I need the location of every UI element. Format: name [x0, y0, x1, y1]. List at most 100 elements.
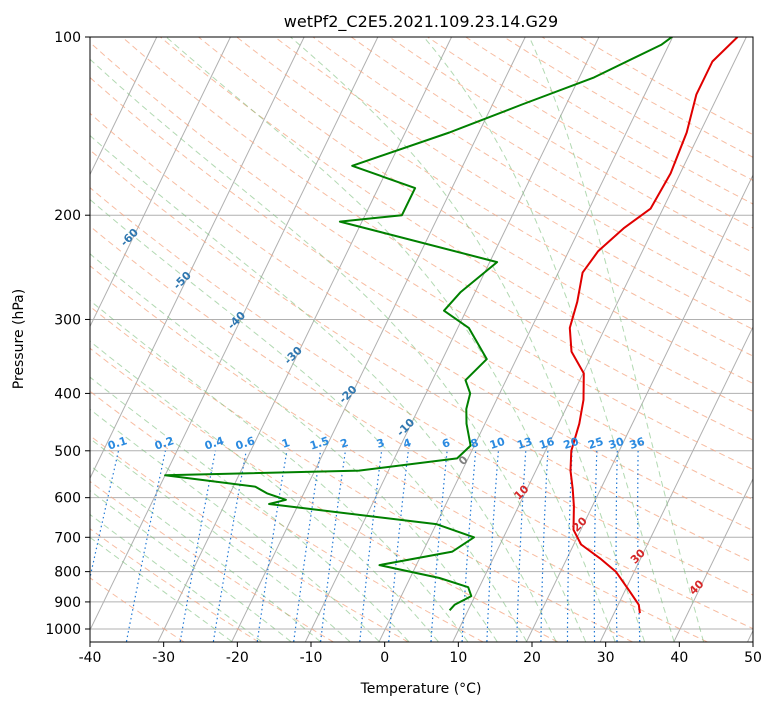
dry-adiabat: [464, 37, 753, 205]
y-tick-label: 300: [54, 312, 81, 328]
y-ticks: 1000 900 800 700 600 500 400 300 200 100: [45, 30, 90, 638]
dry-adiabat: [90, 225, 753, 630]
mixing-ratio-line: [212, 450, 247, 642]
mixing-ratio-label: 1: [280, 436, 291, 451]
moist-adiabat: [423, 37, 675, 642]
mixing-ratio-label: 30: [607, 435, 626, 452]
y-tick-label: 100: [54, 30, 81, 46]
mixing-ratio-line: [359, 450, 383, 642]
dry-adiabat: [90, 187, 753, 596]
isotherm-line: [90, 37, 379, 632]
dry-adiabat: [90, 41, 753, 471]
mixing-ratio-label: 0.4: [203, 434, 226, 452]
chart-title: wetPf2_C2E5.2021.109.23.14.G29: [284, 12, 558, 32]
x-tick-label: 30: [597, 650, 615, 666]
mixing-ratio-line: [540, 450, 549, 642]
mixing-ratio-label: 16: [538, 435, 557, 452]
mixing-ratio-label: 20: [562, 435, 581, 452]
mixing-ratio-label: 1.5: [308, 434, 331, 452]
mixing-ratio-line: [593, 450, 598, 642]
mixing-ratio-label: 10: [488, 435, 507, 452]
mixing-ratio-label: 0.6: [234, 434, 257, 452]
moist-adiabat: [90, 513, 262, 642]
dry-adiabat: [350, 37, 753, 279]
isotherm-line: [526, 174, 753, 642]
dry-adiabat: [90, 149, 753, 563]
mixing-ratio-label: 36: [628, 435, 647, 452]
y-axis-label: Pressure (hPa): [11, 289, 27, 389]
mixing-ratio-label: 25: [586, 435, 605, 452]
dry-adiabat: [503, 37, 753, 181]
temperature-profile-line: [568, 37, 739, 614]
mixing-ratio-label: 6: [440, 436, 452, 451]
mixing-ratio-line: [320, 450, 346, 642]
mixing-ratio-line: [486, 450, 499, 642]
isotherm-line: [231, 37, 526, 642]
isotherm-line: [90, 37, 158, 176]
isotherm-line: [90, 37, 305, 480]
y-tick-label: 500: [54, 444, 81, 460]
moist-adiabat: [90, 340, 439, 642]
y-tick-label: 700: [54, 530, 81, 546]
x-axis-label: Temperature (°C): [360, 681, 482, 697]
isotherm-line: [305, 37, 600, 642]
dry-adiabat: [90, 76, 753, 501]
moist-adiabat: [90, 464, 321, 642]
mixing-ratio-line: [516, 450, 527, 642]
mixing-ratio-label: 2: [339, 436, 350, 451]
x-ticks: -40 -30 -20 -10 0 10 20 30 40 50: [79, 642, 762, 666]
mixing-ratio-line: [615, 450, 618, 642]
isotherm-line: [378, 37, 674, 642]
dry-adiabat: [90, 265, 708, 642]
x-tick-label: 20: [523, 650, 541, 666]
dry-adiabat: [312, 37, 753, 304]
moist-adiabat: [90, 58, 587, 642]
isotherm-line: [673, 477, 753, 642]
dry-adiabat: [426, 37, 753, 229]
mixing-ratio-line: [256, 450, 288, 642]
dry-adiabat: [90, 528, 259, 642]
moist-adiabat: [90, 253, 498, 642]
moist-adiabat: [90, 437, 351, 642]
mixing-ratio-line: [461, 450, 477, 642]
mixing-ratio-line: [125, 450, 166, 642]
mixing-ratio-label: 3: [375, 436, 386, 451]
mixing-ratio-label: 8: [469, 436, 480, 451]
y-tick-label: 200: [54, 208, 81, 224]
moist-adiabat: [90, 536, 233, 642]
y-tick-label: 400: [54, 386, 81, 402]
dry-adiabat: [121, 37, 753, 441]
series-layer: [164, 37, 739, 614]
x-tick-label: -10: [300, 650, 323, 666]
dry-adiabat: [90, 435, 409, 642]
moist-adiabat: [90, 376, 410, 642]
mixing-ratio-line: [388, 450, 409, 642]
mixing-ratio-line: [430, 450, 448, 642]
mixing-ratio-line: [179, 450, 216, 642]
isotherm-line: [599, 325, 753, 642]
mixing-ratio-label: 4: [402, 436, 414, 451]
y-tick-label: 800: [54, 565, 81, 581]
moist-adiabat: [165, 37, 616, 642]
x-tick-label: 50: [744, 650, 762, 666]
x-tick-label: 40: [670, 650, 688, 666]
mixing-ratio-line: [637, 450, 641, 642]
x-tick-label: -20: [226, 650, 249, 666]
dry-adiabat: [541, 37, 753, 158]
mixing-ratio-label: 0.1: [106, 434, 129, 452]
y-tick-label: 900: [54, 595, 81, 611]
dry-adiabat: [388, 37, 753, 254]
mixing-ratio-label: 13: [515, 435, 534, 452]
mixing-ratio-line: [293, 450, 322, 642]
moist-adiabat: [528, 37, 704, 642]
isotherm-line: [90, 37, 231, 328]
x-tick-label: -40: [79, 650, 102, 666]
mixing-ratio-label: 0.2: [153, 434, 176, 452]
mixing-ratio-line: [566, 450, 573, 642]
moist-adiabat: [90, 408, 380, 642]
moist-adiabat: [290, 37, 645, 642]
x-tick-label: 0: [380, 650, 389, 666]
x-tick-label: 10: [449, 650, 467, 666]
x-tick-label: -30: [152, 650, 175, 666]
